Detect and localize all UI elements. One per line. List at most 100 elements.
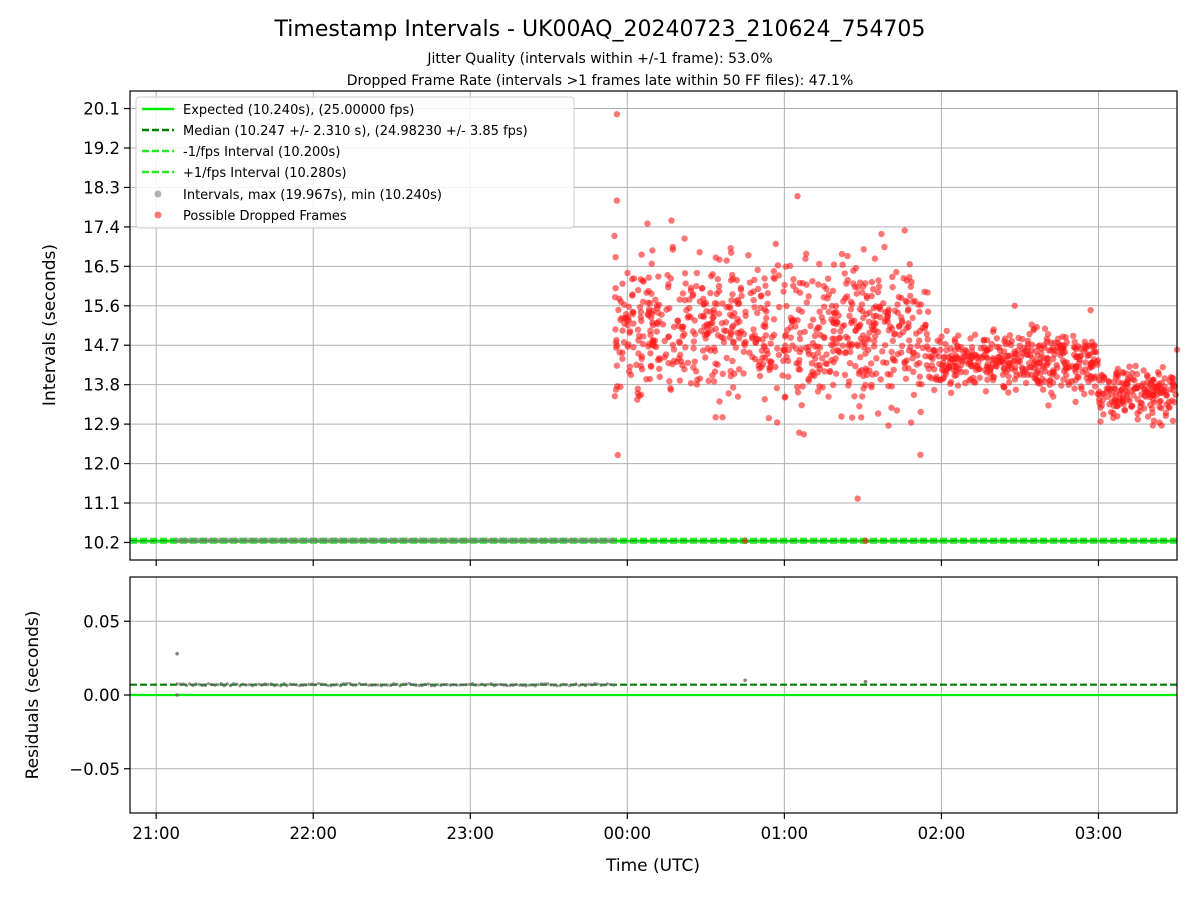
dropped-frame-point (817, 331, 824, 339)
dropped-frame-point (1058, 382, 1065, 389)
interval-point (253, 537, 260, 544)
interval-point (542, 537, 549, 544)
dropped-frame-point (1072, 368, 1079, 375)
dropped-frame-point (666, 378, 673, 385)
interval-point (262, 537, 269, 544)
y-tick-label: 12.0 (83, 455, 120, 474)
residual-point (228, 684, 233, 688)
dropped-frame-point (1162, 412, 1169, 419)
dropped-frame-point (612, 253, 619, 261)
dropped-frame-point (1134, 416, 1141, 423)
dropped-frame-point (839, 342, 846, 349)
dropped-frame-point (989, 355, 997, 362)
dropped-frame-point (758, 363, 765, 371)
dropped-frame-point (801, 328, 808, 335)
dropped-frame-point (803, 299, 811, 306)
dropped-frame-point (1014, 347, 1022, 354)
dropped-frame-point (1103, 385, 1111, 392)
dropped-frame-point (1158, 404, 1165, 412)
interval-point (283, 537, 290, 544)
dropped-frame-point (937, 338, 944, 346)
dropped-frame-point (859, 307, 866, 315)
dropped-frame-point (716, 256, 723, 263)
legend-entry-dropped: Possible Dropped Frames (154, 209, 347, 224)
interval-point (345, 537, 352, 544)
dropped-frame-point (725, 303, 733, 310)
residual-point (291, 682, 295, 686)
dropped-frame-point (798, 308, 806, 315)
dropped-frame-point (805, 377, 813, 384)
interval-point (492, 537, 499, 544)
interval-point (563, 537, 570, 544)
dropped-frame-point (988, 340, 996, 348)
dropped-frame-point (727, 277, 735, 284)
residual-point (401, 682, 405, 686)
residual-point (549, 683, 553, 687)
dropped-frame-point (957, 368, 965, 376)
dropped-frame-point (712, 360, 719, 367)
dropped-frame-point (825, 393, 832, 400)
dropped-frame-point (825, 308, 833, 316)
dropped-frame-point (860, 283, 867, 290)
dropped-frame-point (616, 349, 623, 356)
dropped-frame-point (1144, 413, 1152, 420)
residual-point (514, 682, 518, 687)
dropped-frame-point (1005, 389, 1012, 396)
dropped-frame-point (703, 330, 711, 337)
dropped-frame-point (1082, 344, 1089, 351)
residual-point (407, 681, 412, 686)
interval-point (329, 537, 336, 544)
dropped-frame-point (768, 358, 775, 365)
interval-point (324, 537, 331, 544)
dropped-frame-point (722, 318, 730, 326)
dropped-frame-point (844, 252, 851, 260)
dropped-frame-point (1050, 355, 1057, 363)
dropped-frame-point (913, 361, 920, 368)
interval-point (178, 537, 185, 544)
dropped-frame-point (783, 302, 790, 310)
interval-point (442, 537, 449, 544)
interval-point (500, 537, 507, 544)
dropped-frame-point (681, 270, 689, 277)
interval-point (592, 537, 599, 544)
interval-point (383, 537, 390, 544)
residual-point (546, 682, 550, 686)
interval-point (450, 537, 457, 544)
interval-point (186, 537, 193, 544)
interval-point (475, 537, 482, 544)
dropped-frame-point (1063, 359, 1071, 366)
dropped-frame-point (635, 337, 642, 344)
dropped-frame-point (693, 269, 701, 277)
dropped-frame-point (893, 268, 900, 276)
dropped-frame-point (699, 284, 706, 292)
dropped-frame-point (762, 282, 769, 289)
dropped-frame-point (764, 300, 771, 308)
dropped-frame-point (613, 362, 621, 369)
dropped-frame-point (1039, 386, 1047, 393)
dropped-frame-point (837, 328, 844, 335)
dropped-frame-point (1050, 346, 1057, 354)
dropped-frame-point (915, 337, 923, 344)
dropped-frame-point (866, 329, 873, 336)
residual-point (288, 682, 292, 686)
residual-point (423, 682, 427, 686)
residual-point (232, 682, 236, 686)
dropped-frame-point (794, 192, 801, 200)
dropped-frame-point (959, 358, 966, 365)
dropped-frame-point (782, 393, 789, 400)
dropped-frame-point (783, 353, 790, 361)
dropped-frame-point (845, 378, 853, 385)
dropped-frame-point (839, 261, 846, 268)
dropped-frame-point (1113, 370, 1120, 377)
dropped-frame-point (873, 355, 880, 362)
dropped-frame-point (947, 389, 955, 397)
interval-point (580, 537, 587, 544)
dropped-frame-point (1121, 407, 1129, 414)
dropped-frame-point (1120, 369, 1127, 377)
dropped-frame-point (816, 344, 824, 351)
residual-point (612, 683, 616, 687)
dropped-frame-point (1132, 362, 1139, 370)
dropped-frame-point (1037, 370, 1044, 377)
dropped-frame-point (914, 342, 921, 350)
dropped-frame-point (930, 347, 937, 354)
